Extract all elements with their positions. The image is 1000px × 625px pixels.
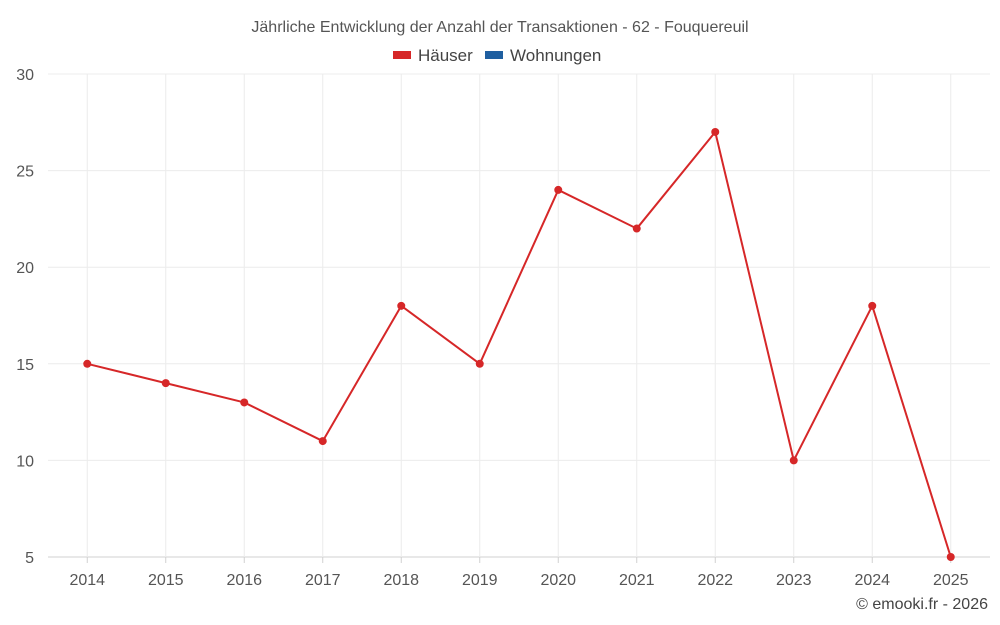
series-line-0 xyxy=(87,130,952,558)
data-point[interactable] xyxy=(868,301,877,310)
legend-item-haeuser[interactable]: Häuser xyxy=(393,46,473,65)
legend-swatch-haeuser xyxy=(393,51,411,59)
chart-title: Jährliche Entwicklung der Anzahl der Tra… xyxy=(251,19,748,36)
x-tick-label: 2018 xyxy=(383,572,419,589)
x-tick-label: 2014 xyxy=(69,572,105,589)
data-point[interactable] xyxy=(397,301,406,310)
x-tick-label: 2019 xyxy=(462,572,498,589)
credit-text: © emooki.fr - 2026 xyxy=(856,596,988,613)
legend: Häuser Wohnungen xyxy=(393,46,601,65)
y-tick-label: 20 xyxy=(16,260,34,277)
data-point[interactable] xyxy=(554,185,563,194)
x-tick-label: 2021 xyxy=(619,572,655,589)
legend-swatch-wohnungen xyxy=(485,51,503,59)
x-tick-label: 2023 xyxy=(776,572,812,589)
data-point[interactable] xyxy=(161,379,170,388)
y-tick-label: 30 xyxy=(16,67,34,84)
x-tick-label: 2024 xyxy=(854,572,890,589)
x-tick-label: 2020 xyxy=(540,572,576,589)
data-point[interactable] xyxy=(632,224,641,233)
x-tick-label: 2025 xyxy=(933,572,969,589)
data-point[interactable] xyxy=(83,359,92,368)
data-point[interactable] xyxy=(789,456,798,465)
data-point[interactable] xyxy=(318,437,327,446)
data-point[interactable] xyxy=(475,359,484,368)
series-layer xyxy=(83,127,955,561)
data-point[interactable] xyxy=(240,398,249,407)
x-tick-label: 2015 xyxy=(148,572,184,589)
data-point[interactable] xyxy=(711,127,720,136)
legend-label-haeuser: Häuser xyxy=(418,46,473,65)
y-tick-label: 10 xyxy=(16,453,34,470)
data-point[interactable] xyxy=(946,553,955,561)
legend-item-wohnungen[interactable]: Wohnungen xyxy=(485,46,601,65)
y-tick-label: 15 xyxy=(16,357,34,374)
grid xyxy=(48,73,990,558)
legend-label-wohnungen: Wohnungen xyxy=(510,46,601,65)
x-tick-label: 2016 xyxy=(226,572,262,589)
x-tick-label: 2022 xyxy=(697,572,733,589)
y-tick-label: 25 xyxy=(16,164,34,181)
y-tick-label: 5 xyxy=(25,550,34,567)
x-tick-label: 2017 xyxy=(305,572,341,589)
